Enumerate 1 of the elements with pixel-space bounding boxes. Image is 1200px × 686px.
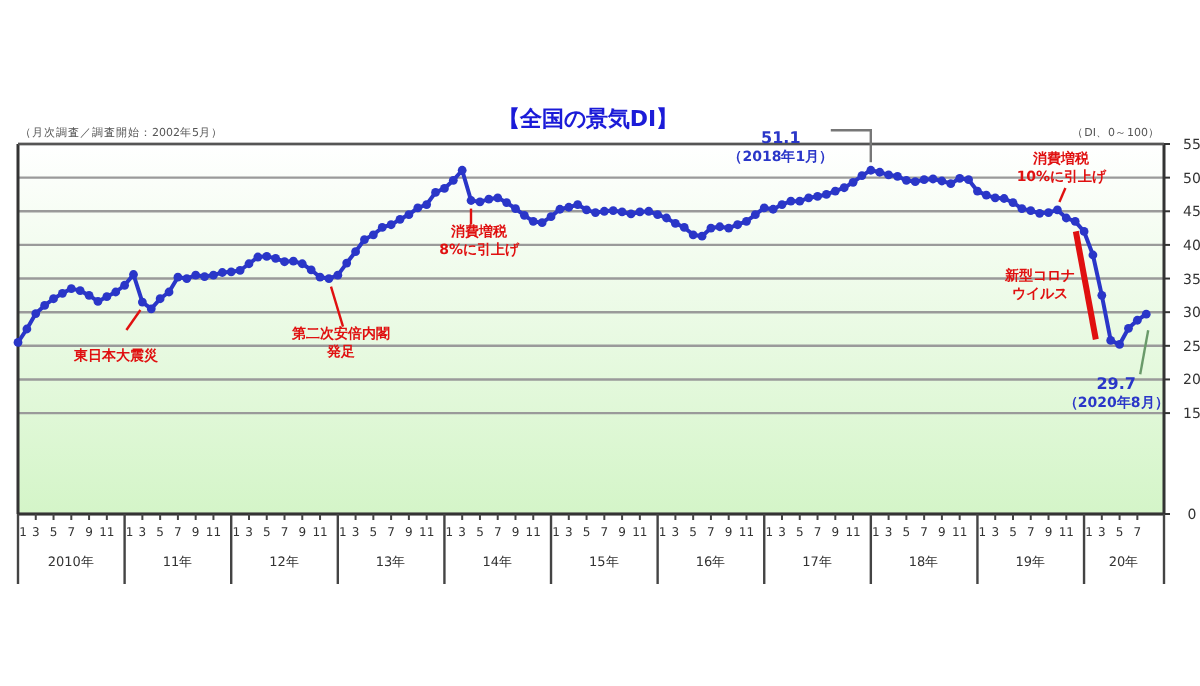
chart-title: 【全国の景気DI】: [497, 106, 679, 132]
